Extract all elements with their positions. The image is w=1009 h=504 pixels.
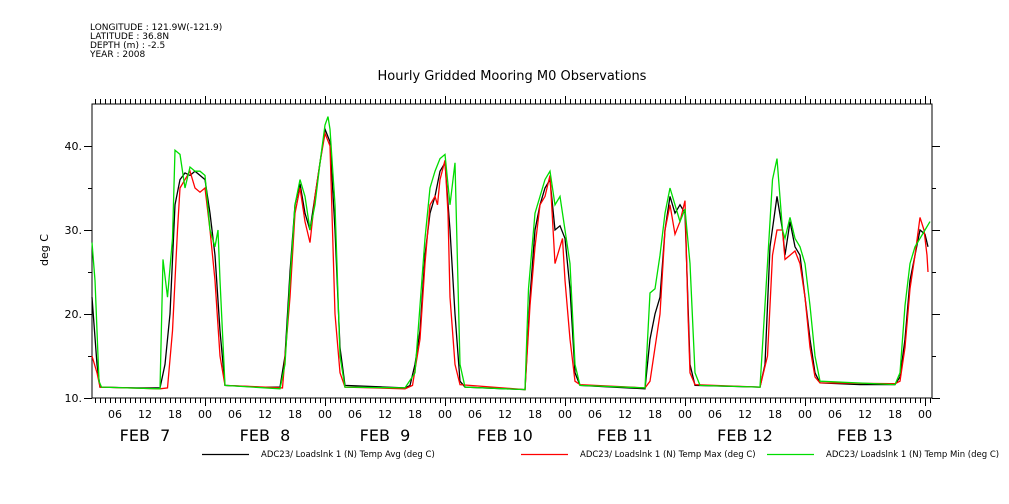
legend-label: ADC23/ Loadslnk 1 (N) Temp Avg (deg C) xyxy=(261,450,435,460)
x-tick-label: 00 xyxy=(798,408,812,421)
x-tick-label: 12 xyxy=(858,408,872,421)
y-tick-label: 20. xyxy=(65,308,83,321)
x-tick-label: 12 xyxy=(738,408,752,421)
x-tick-label: 06 xyxy=(588,408,602,421)
y-axis-label: deg C xyxy=(38,234,51,266)
x-tick-label: 18 xyxy=(168,408,182,421)
x-tick-label: 06 xyxy=(108,408,122,421)
day-labels: FEB 7 FEB 8 FEB 9 FEB 10 FEB 11 FEB 12 FEB 13 xyxy=(120,426,893,445)
day-label: FEB 9 xyxy=(360,426,411,445)
x-tick-label: 00 xyxy=(318,408,332,421)
x-tick-label: 12 xyxy=(258,408,272,421)
legend-label: ADC23/ Loadslnk 1 (N) Temp Max (deg C) xyxy=(580,450,756,460)
y-tick-labels: 10. 20. 30. 40. xyxy=(65,140,83,405)
y-tick-label: 40. xyxy=(65,140,83,153)
longitude-label: LONGITUDE : 121.9W(-121.9) xyxy=(90,23,222,33)
x-tick-label: 18 xyxy=(888,408,902,421)
day-label: FEB 10 xyxy=(477,426,533,445)
x-tick-label: 00 xyxy=(678,408,692,421)
day-label: FEB 12 xyxy=(717,426,773,445)
x-tick-label: 06 xyxy=(348,408,362,421)
x-tick-label: 00 xyxy=(438,408,452,421)
x-tick-labels: 06 12 18 00 06 12 18 00 06 12 18 00 06 12 18 00 06 12 18 00… xyxy=(108,408,932,421)
x-tick-label: 18 xyxy=(408,408,422,421)
x-tick-label: 12 xyxy=(618,408,632,421)
year-label: YEAR : 2008 xyxy=(89,50,146,60)
chart-title: Hourly Gridded Mooring M0 Observations xyxy=(378,69,647,84)
legend-label: ADC23/ Loadslnk 1 (N) Temp Min (deg C) xyxy=(826,450,999,460)
x-tick-label: 12 xyxy=(378,408,392,421)
axis-ticks xyxy=(84,96,940,406)
x-tick-label: 06 xyxy=(228,408,242,421)
day-label: FEB 8 xyxy=(240,426,291,445)
x-tick-label: 12 xyxy=(138,408,152,421)
day-label: FEB 11 xyxy=(597,426,653,445)
x-tick-label: 00 xyxy=(918,408,932,421)
depth-label: DEPTH (m) : -2.5 xyxy=(90,41,165,51)
x-tick-label: 00 xyxy=(198,408,212,421)
day-label: FEB 7 xyxy=(120,426,171,445)
y-tick-label: 30. xyxy=(65,224,83,237)
x-tick-label: 18 xyxy=(288,408,302,421)
x-tick-label: 18 xyxy=(528,408,542,421)
series-line-max xyxy=(91,131,929,391)
legend: ADC23/ Loadslnk 1 (N) Temp Avg (deg C) AD… xyxy=(202,450,999,460)
x-tick-label: 00 xyxy=(558,408,572,421)
x-tick-label: 12 xyxy=(498,408,512,421)
day-label: FEB 13 xyxy=(837,426,893,445)
x-tick-label: 06 xyxy=(708,408,722,421)
y-tick-label: 10. xyxy=(65,392,83,405)
series-line-avg xyxy=(91,126,929,391)
x-tick-label: 18 xyxy=(768,408,782,421)
series-line-min xyxy=(91,116,931,391)
x-tick-label: 06 xyxy=(828,408,842,421)
x-tick-label: 06 xyxy=(468,408,482,421)
x-tick-label: 18 xyxy=(648,408,662,421)
latitude-label: LATITUDE : 36.8N xyxy=(90,32,169,42)
plot-frame xyxy=(91,103,933,399)
series-lines xyxy=(91,116,931,391)
